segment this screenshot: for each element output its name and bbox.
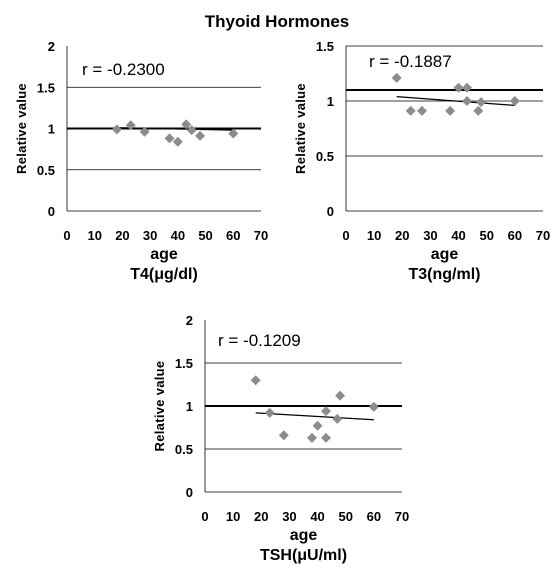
x-tick-label: 10 (87, 228, 101, 243)
data-point (312, 420, 323, 431)
y-tick-label: 1 (48, 122, 55, 137)
data-point (125, 120, 136, 131)
x-tick-label: 40 (451, 228, 465, 243)
panel-label: T4(μg/dl) (130, 266, 198, 283)
data-point (278, 430, 289, 441)
correlation-annotation: r = -0.1887 (369, 52, 452, 71)
y-axis-label: Relative value (152, 361, 167, 452)
x-tick-label: 70 (254, 228, 268, 243)
data-point (172, 136, 183, 147)
x-tick-label: 0 (342, 228, 349, 243)
x-tick-label: 50 (479, 228, 493, 243)
x-tick-label: 10 (226, 509, 240, 524)
y-tick-label: 0.5 (316, 149, 334, 164)
trend-line (396, 96, 515, 106)
data-point (139, 126, 150, 137)
y-axis-label: Relative value (14, 83, 29, 174)
x-tick-label: 60 (226, 228, 240, 243)
x-tick-label: 50 (338, 509, 352, 524)
data-point (332, 413, 343, 424)
y-tick-label: 1.5 (316, 39, 334, 54)
x-tick-label: 40 (310, 509, 324, 524)
panel-label: T3(ng/ml) (409, 266, 481, 283)
data-point (462, 82, 473, 93)
data-point (509, 96, 520, 106)
y-tick-label: 0 (186, 485, 193, 500)
panel-label: TSH(μU/ml) (260, 547, 347, 564)
chart-panel-1: 00.511.520 10 20 30 40 50 60 70ageT4(μg/dl)Rela… (14, 39, 268, 283)
data-point (445, 105, 456, 116)
data-point (453, 82, 464, 93)
y-tick-label: 0 (48, 204, 55, 219)
data-point (164, 133, 175, 144)
x-tick-label: 60 (508, 228, 522, 243)
x-axis-label: age (431, 246, 459, 263)
y-tick-label: 1.5 (37, 80, 55, 95)
data-point (186, 125, 197, 136)
data-point (195, 130, 206, 141)
data-point (368, 401, 379, 412)
x-tick-label: 20 (115, 228, 129, 243)
x-tick-label: 70 (395, 509, 409, 524)
data-point (321, 432, 332, 443)
data-point (111, 124, 122, 135)
x-tick-label: 0 (201, 509, 208, 524)
data-point (264, 407, 275, 418)
y-tick-label: 0 (327, 204, 334, 219)
data-point (391, 72, 402, 83)
data-point (335, 390, 346, 401)
x-tick-label: 10 (367, 228, 381, 243)
data-point (473, 105, 484, 116)
data-point (416, 105, 427, 116)
x-axis-label: age (290, 527, 318, 544)
trend-line (116, 127, 234, 131)
x-axis-label: age (150, 246, 178, 263)
y-axis-label: Relative value (293, 83, 308, 174)
y-tick-label: 2 (186, 313, 193, 328)
x-tick-label: 40 (171, 228, 185, 243)
x-tick-label: 20 (395, 228, 409, 243)
correlation-annotation: r = -0.1209 (218, 331, 301, 350)
data-point (306, 432, 317, 443)
x-tick-label: 20 (254, 509, 268, 524)
x-tick-label: 30 (282, 509, 296, 524)
data-point (321, 406, 332, 417)
x-tick-label: 0 (63, 228, 70, 243)
data-point (181, 119, 192, 130)
data-point (476, 97, 487, 108)
data-point (405, 105, 416, 116)
chart-panel-3: 00.511.520 10 20 30 40 50 60 70ageTSH(μU/ml)Rel… (152, 313, 409, 564)
y-tick-label: 1 (327, 94, 334, 109)
x-tick-label: 30 (423, 228, 437, 243)
y-tick-label: 1 (186, 399, 193, 414)
figure-title: Thyoid Hormones (205, 12, 350, 31)
trend-line (255, 412, 374, 421)
data-point (462, 96, 473, 106)
x-tick-label: 30 (143, 228, 157, 243)
y-tick-label: 0.5 (37, 163, 55, 178)
x-tick-label: 60 (367, 509, 381, 524)
data-point (228, 128, 239, 139)
correlation-annotation: r = -0.2300 (82, 60, 165, 79)
y-tick-label: 0.5 (175, 442, 193, 457)
y-tick-label: 1.5 (175, 356, 193, 371)
x-tick-label: 50 (198, 228, 212, 243)
y-tick-label: 2 (48, 39, 55, 54)
chart-panel-2: 0 0.5 1 1.5 0 10 20 30 40 50 60 70 age T3(ng/ml) Relat… (293, 39, 550, 283)
x-tick-label: 70 (536, 228, 550, 243)
data-point (250, 375, 261, 386)
